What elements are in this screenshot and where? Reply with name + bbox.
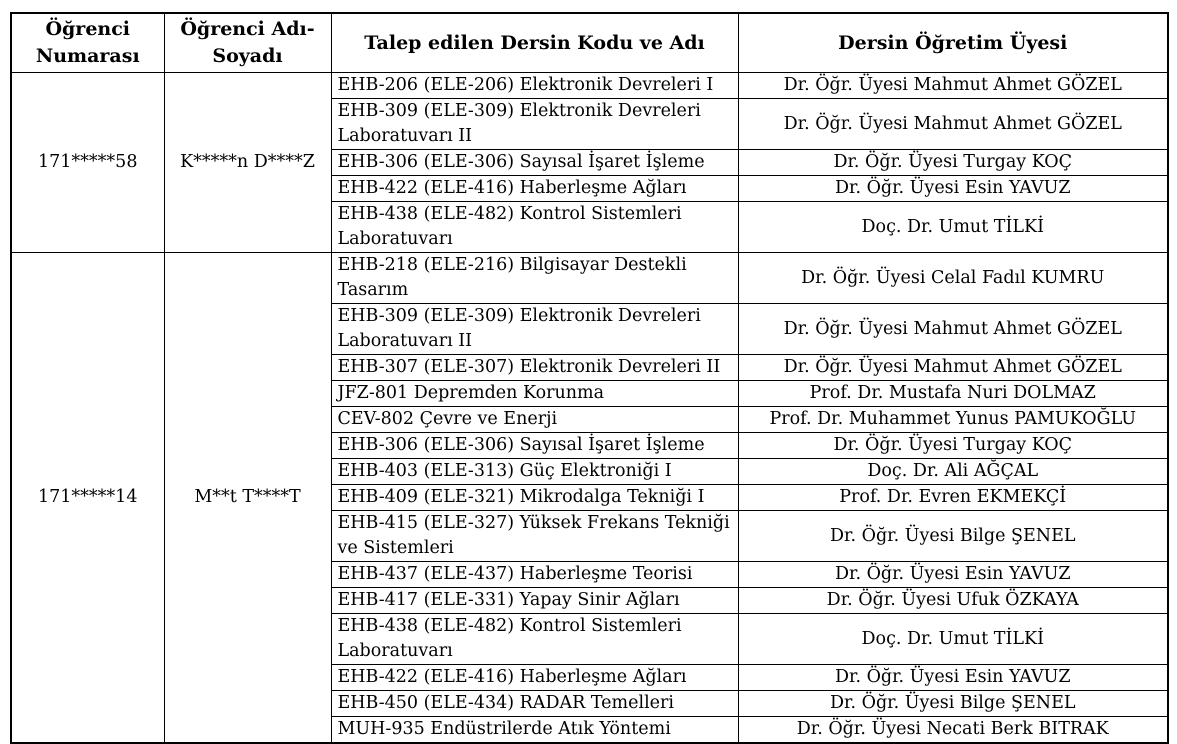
instructor-cell: Doç. Dr. Umut TİLKİ — [737, 201, 1169, 253]
table-row: EHB-307 (ELE-307) Elektronik Devreleri I… — [11, 354, 1169, 381]
course-cell: EHB-206 (ELE-206) Elektronik Devreleri I — [330, 72, 739, 99]
course-cell: EHB-218 (ELE-216) Bilgisayar Destekli Ta… — [330, 252, 739, 304]
table-row: CEV-802 Çevre ve Enerji Prof. Dr. Muhamme… — [11, 406, 1169, 433]
table-row: EHB-438 (ELE-482) Kontrol Sistemleri Lab… — [11, 201, 1169, 253]
header-instructor: Dersin Öğretim Üyesi — [737, 12, 1169, 73]
instructor-cell: Dr. Öğr. Üyesi Necati Berk BITRAK — [737, 716, 1169, 744]
table-body: 171*****58 K*****n D****Z EHB-206 (ELE-206… — [10, 72, 1169, 744]
instructor-cell: Dr. Öğr. Üyesi Esin YAVUZ — [737, 561, 1169, 588]
student-name-cell: K*****n D****Z — [163, 72, 332, 253]
course-cell: JFZ-801 Depremden Korunma — [330, 380, 739, 407]
table-row: EHB-450 (ELE-434) RADAR Temelleri Dr. Öğr… — [11, 690, 1169, 717]
table-row: JFZ-801 Depremden Korunma Prof. Dr. Musta… — [11, 380, 1169, 407]
student-number-cell: 171*****58 — [10, 72, 165, 253]
table-row: EHB-422 (ELE-416) Haberleşme Ağları Dr. Ö… — [11, 664, 1169, 691]
course-request-table: Öğrenci Numarası Öğrenci Adı-Soyadı Tale… — [10, 12, 1169, 744]
table-row: EHB-417 (ELE-331) Yapay Sinir Ağları Dr. … — [11, 587, 1169, 614]
instructor-cell: Prof. Dr. Mustafa Nuri DOLMAZ — [737, 380, 1169, 407]
instructor-cell: Dr. Öğr. Üyesi Mahmut Ahmet GÖZEL — [737, 98, 1169, 150]
header-course: Talep edilen Dersin Kodu ve Adı — [330, 12, 739, 73]
table-row: 171*****14 M**t T****T EHB-218 (ELE-216) B… — [10, 252, 1169, 744]
table-row: 171*****58 K*****n D****Z EHB-206 (ELE-206… — [10, 72, 1169, 253]
instructor-cell: Dr. Öğr. Üyesi Turgay KOÇ — [737, 432, 1169, 459]
instructor-cell: Dr. Öğr. Üyesi Celal Fadıl KUMRU — [737, 252, 1169, 304]
course-cell: EHB-409 (ELE-321) Mikrodalga Tekniği I — [330, 484, 739, 511]
instructor-cell: Dr. Öğr. Üyesi Mahmut Ahmet GÖZEL — [737, 354, 1169, 381]
instructor-cell: Dr. Öğr. Üyesi Bilge ŞENEL — [737, 510, 1169, 562]
course-cell: EHB-309 (ELE-309) Elektronik Devreleri L… — [330, 303, 739, 355]
course-cell: EHB-422 (ELE-416) Haberleşme Ağları — [330, 664, 739, 691]
course-cell: EHB-309 (ELE-309) Elektronik Devreleri L… — [330, 98, 739, 150]
course-cell: EHB-450 (ELE-434) RADAR Temelleri — [330, 690, 739, 717]
header-student-number: Öğrenci Numarası — [10, 12, 165, 73]
instructor-cell: Dr. Öğr. Üyesi Ufuk ÖZKAYA — [737, 587, 1169, 614]
header-row: Öğrenci Numarası Öğrenci Adı-Soyadı Tale… — [10, 12, 1169, 73]
instructor-cell: Dr. Öğr. Üyesi Esin YAVUZ — [737, 664, 1169, 691]
course-cell: EHB-438 (ELE-482) Kontrol Sistemleri Lab… — [330, 613, 739, 665]
instructor-cell: Doç. Dr. Umut TİLKİ — [737, 613, 1169, 665]
course-cell: EHB-417 (ELE-331) Yapay Sinir Ağları — [330, 587, 739, 614]
student-name-cell: M**t T****T — [163, 252, 332, 744]
instructor-cell: Dr. Öğr. Üyesi Esin YAVUZ — [737, 175, 1169, 202]
table-row: EHB-409 (ELE-321) Mikrodalga Tekniği I Pr… — [11, 484, 1169, 511]
course-cell: EHB-307 (ELE-307) Elektronik Devreleri I… — [330, 354, 739, 381]
course-cell: MUH-935 Endüstrilerde Atık Yöntemi — [330, 716, 739, 744]
table-row: EHB-403 (ELE-313) Güç Elektroniği I Doç. … — [11, 458, 1169, 485]
table-row: EHB-438 (ELE-482) Kontrol Sistemleri Lab… — [11, 613, 1169, 665]
table-row: EHB-309 (ELE-309) Elektronik Devreleri L… — [11, 98, 1169, 150]
table-row: EHB-422 (ELE-416) Haberleşme Ağları Dr. Ö… — [11, 175, 1169, 202]
instructor-cell: Dr. Öğr. Üyesi Mahmut Ahmet GÖZEL — [737, 72, 1169, 99]
instructor-cell: Prof. Dr. Evren EKMEKÇİ — [737, 484, 1169, 511]
course-cell: EHB-306 (ELE-306) Sayısal İşaret İşleme — [330, 149, 739, 176]
course-cell: EHB-437 (ELE-437) Haberleşme Teorisi — [330, 561, 739, 588]
course-cell: EHB-422 (ELE-416) Haberleşme Ağları — [330, 175, 739, 202]
course-cell: EHB-306 (ELE-306) Sayısal İşaret İşleme — [330, 432, 739, 459]
table-row: EHB-306 (ELE-306) Sayısal İşaret İşleme D… — [11, 149, 1169, 176]
course-cell: EHB-415 (ELE-327) Yüksek Frekans Tekniği… — [330, 510, 739, 562]
student-number-cell: 171*****14 — [10, 252, 165, 744]
instructor-cell: Prof. Dr. Muhammet Yunus PAMUKOĞLU — [737, 406, 1169, 433]
instructor-cell: Dr. Öğr. Üyesi Turgay KOÇ — [737, 149, 1169, 176]
table-row: EHB-437 (ELE-437) Haberleşme Teorisi Dr. … — [11, 561, 1169, 588]
instructor-cell: Doç. Dr. Ali AĞÇAL — [737, 458, 1169, 485]
course-cell: EHB-438 (ELE-482) Kontrol Sistemleri Lab… — [330, 201, 739, 253]
table-row: EHB-309 (ELE-309) Elektronik Devreleri L… — [11, 303, 1169, 355]
instructor-cell: Dr. Öğr. Üyesi Mahmut Ahmet GÖZEL — [737, 303, 1169, 355]
header-student-name: Öğrenci Adı-Soyadı — [163, 12, 332, 73]
course-cell: CEV-802 Çevre ve Enerji — [330, 406, 739, 433]
course-cell: EHB-403 (ELE-313) Güç Elektroniği I — [330, 458, 739, 485]
table-row: EHB-306 (ELE-306) Sayısal İşaret İşleme D… — [11, 432, 1169, 459]
instructor-cell: Dr. Öğr. Üyesi Bilge ŞENEL — [737, 690, 1169, 717]
